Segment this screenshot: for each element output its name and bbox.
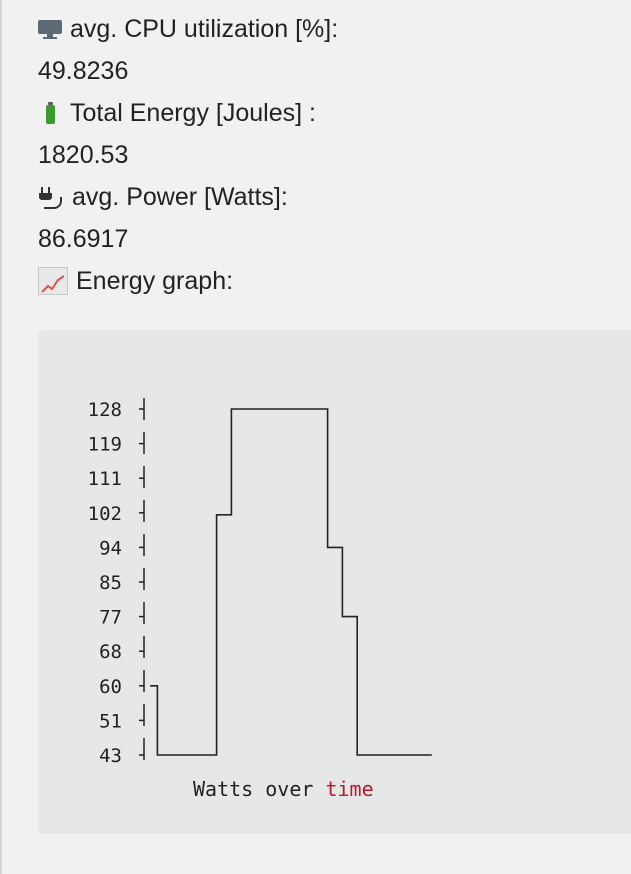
left-border	[0, 0, 2, 874]
y-tick-label: 68	[99, 641, 122, 663]
power-label-row: avg. Power [Watts]:	[38, 176, 631, 218]
y-tick-label: 94	[99, 537, 122, 559]
y-tick-label: 119	[88, 434, 122, 456]
energy-value: 1820.53	[38, 141, 129, 169]
energy-graph-svg: 128 119 111 102 94 85 77 68 60 51 43 Watts over ti…	[88, 398, 432, 801]
y-tick-label: 128	[88, 399, 122, 421]
y-tick-label: 43	[99, 745, 122, 767]
series-line	[150, 408, 432, 756]
energy-label: Total Energy [Joules] :	[70, 99, 316, 127]
graph-label: Energy graph:	[76, 267, 234, 295]
y-tick-label: 85	[99, 572, 122, 594]
graph-label-row: Energy graph:	[38, 260, 631, 302]
power-value: 86.6917	[38, 225, 129, 253]
y-tick-label: 111	[88, 468, 122, 490]
y-tick-label: 77	[99, 607, 122, 629]
y-tick-label: 60	[99, 676, 122, 698]
caption-prefix: Watts over	[193, 777, 325, 801]
energy-graph: 128 119 111 102 94 85 77 68 60 51 43 Watts over ti…	[38, 330, 631, 834]
cpu-value: 49.8236	[38, 57, 129, 85]
plug-icon	[38, 185, 64, 209]
energy-label-row: Total Energy [Joules] :	[38, 92, 631, 134]
y-axis-ticks: 128 119 111 102 94 85 77 68 60 51 43	[88, 399, 144, 767]
caption-time: time	[325, 777, 373, 801]
monitor-icon	[38, 18, 62, 40]
cpu-label-row: avg. CPU utilization [%]:	[38, 8, 631, 50]
power-label: avg. Power [Watts]:	[72, 183, 288, 211]
plot-area	[150, 408, 432, 756]
chart-increasing-icon	[38, 267, 68, 295]
metrics-panel: avg. CPU utilization [%]: 49.8236 Total …	[38, 0, 631, 302]
cpu-label: avg. CPU utilization [%]:	[70, 15, 339, 43]
graph-caption: Watts over time	[193, 777, 374, 801]
y-tick-label: 51	[99, 710, 122, 732]
y-tick-label: 102	[88, 503, 122, 525]
battery-icon	[38, 101, 62, 125]
